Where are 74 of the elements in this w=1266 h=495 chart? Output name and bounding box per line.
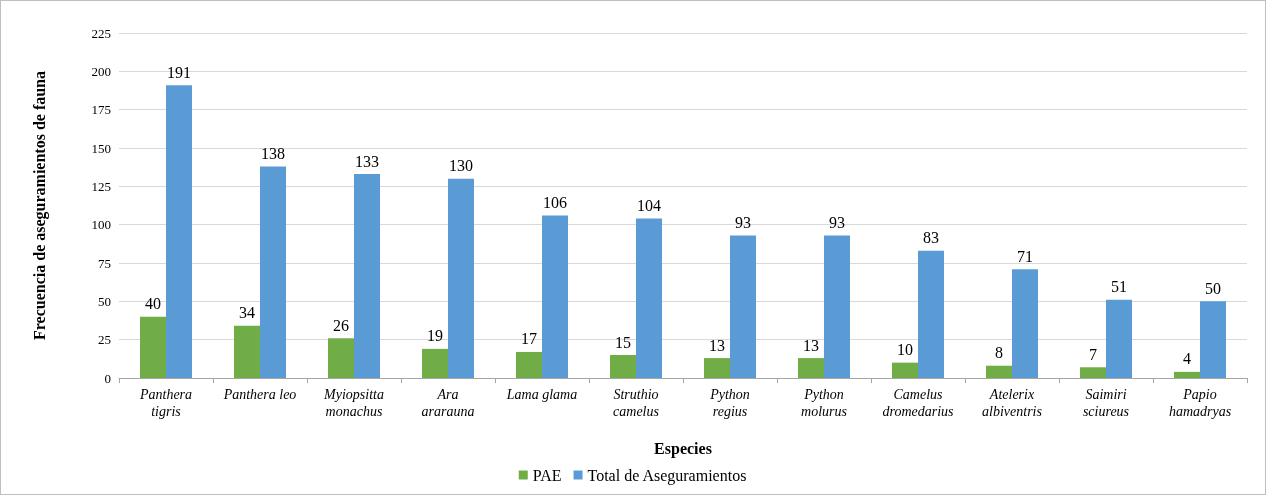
y-tick-label: 175	[91, 102, 111, 118]
data-label: 191	[167, 63, 191, 81]
data-label: 34	[239, 304, 255, 322]
x-tick-label: Python regius	[709, 387, 750, 419]
bar	[140, 316, 166, 378]
data-label: 26	[333, 316, 349, 334]
data-label: 8	[995, 344, 1003, 362]
bar	[166, 85, 192, 378]
y-tick-label: 225	[91, 25, 111, 41]
bar	[1080, 367, 1106, 378]
data-label: 19	[427, 327, 443, 345]
y-tick-label: 100	[91, 217, 111, 233]
data-label: 10	[897, 341, 913, 359]
data-label: 40	[145, 295, 161, 313]
x-tick-label: Papio hamadryas	[1168, 387, 1232, 419]
x-tick-label: Struthio camelus	[613, 387, 660, 419]
bar	[1174, 371, 1200, 378]
data-label: 7	[1089, 345, 1097, 363]
x-axis-title: Especies	[654, 439, 712, 458]
bar	[234, 325, 260, 378]
x-tick-label: Python molurus	[801, 387, 848, 419]
legend-label: PAE	[532, 466, 562, 484]
bar	[610, 355, 636, 378]
x-tick-label: Saimiri sciureus	[1082, 387, 1130, 419]
bar	[1200, 301, 1226, 378]
bar	[354, 174, 380, 378]
bar	[798, 358, 824, 378]
bar	[892, 362, 918, 378]
bar	[448, 178, 474, 378]
data-label: 13	[709, 336, 725, 354]
x-tick-label: Panthera tigris	[138, 387, 193, 419]
bar	[516, 351, 542, 378]
y-tick-label: 50	[98, 293, 111, 309]
bar	[636, 218, 662, 378]
y-tick-label: 200	[91, 63, 111, 79]
bar	[730, 235, 756, 378]
y-tick-label: 0	[104, 370, 111, 386]
bar	[328, 338, 354, 378]
x-tick-label: Atelerix albiventris	[982, 387, 1043, 419]
data-label: 50	[1205, 279, 1221, 297]
bar	[422, 348, 448, 378]
data-label: 93	[735, 213, 751, 231]
bar	[986, 365, 1012, 378]
data-label: 71	[1017, 247, 1033, 265]
data-label: 130	[449, 157, 473, 175]
data-label: 93	[829, 213, 845, 231]
y-axis-title: Frecuencia de aseguramientos de fauna	[30, 70, 49, 341]
y-tick-label: 150	[91, 140, 111, 156]
data-label: 133	[355, 152, 379, 170]
y-tick-label: 25	[98, 332, 111, 348]
x-tick-label: Ara ararauna	[421, 387, 475, 419]
y-tick-label: 75	[98, 255, 111, 271]
data-label: 17	[521, 330, 537, 348]
x-tick-label: Myiopsitta monachus	[323, 387, 384, 419]
x-tick-label: Panthera leo	[222, 387, 297, 402]
bar	[542, 215, 568, 378]
bar	[918, 250, 944, 378]
bar	[1106, 299, 1132, 378]
data-label: 138	[261, 144, 285, 162]
data-label: 104	[637, 197, 661, 215]
legend-label: Total de Aseguramientos	[587, 466, 747, 485]
bar	[704, 358, 730, 378]
y-tick-label: 125	[91, 178, 111, 194]
data-label: 15	[615, 333, 631, 351]
bar	[1012, 269, 1038, 378]
bar	[824, 235, 850, 378]
data-label: 106	[543, 193, 567, 211]
data-label: 51	[1111, 278, 1127, 296]
x-tick-label: Lama glama	[505, 387, 578, 402]
x-tick-label: Camelus dromedarius	[882, 387, 955, 419]
data-label: 4	[1183, 350, 1191, 368]
data-label: 83	[923, 229, 939, 247]
data-label: 13	[803, 336, 819, 354]
bar	[260, 166, 286, 378]
